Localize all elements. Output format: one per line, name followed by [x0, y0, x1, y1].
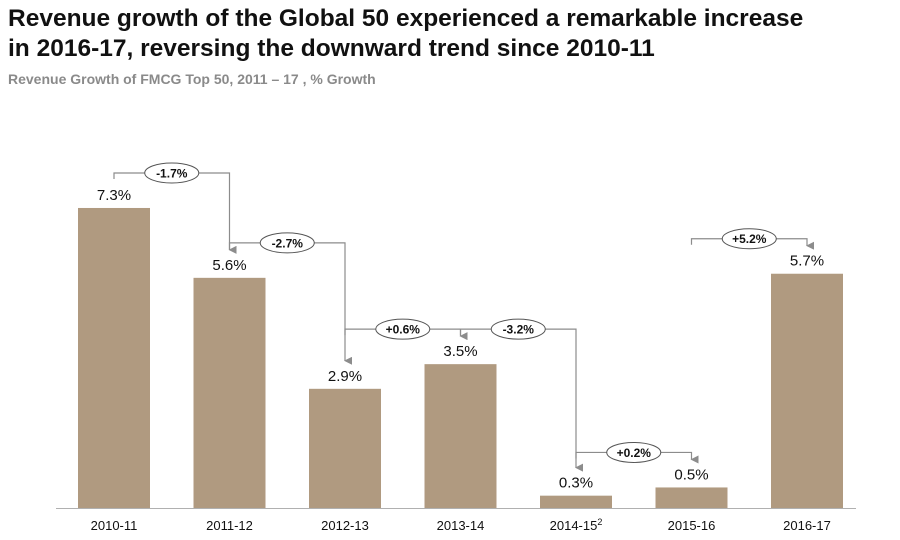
- x-tick-label: 2011-12: [206, 518, 253, 533]
- chart-subtitle: Revenue Growth of FMCG Top 50, 2011 – 17…: [8, 71, 376, 87]
- value-label: 5.6%: [212, 257, 246, 274]
- x-tick-label: 2012-13: [321, 518, 369, 533]
- x-tick-label: 2015-16: [668, 518, 716, 533]
- value-label: 5.7%: [790, 253, 824, 270]
- value-label: 0.5%: [674, 466, 708, 483]
- chart-title: Revenue growth of the Global 50 experien…: [8, 4, 898, 64]
- change-label: -2.7%: [272, 236, 304, 250]
- x-tick-label: 2014-152: [550, 517, 603, 533]
- bar-2010-11: [78, 207, 150, 508]
- bar-2015-16: [655, 487, 728, 508]
- change-badge: [606, 441, 662, 463]
- change-label: -3.2%: [503, 323, 535, 337]
- change-label: +5.2%: [732, 232, 767, 246]
- change-badge: [144, 162, 200, 184]
- x-tick-label: 2016-17: [783, 518, 831, 533]
- chart-title-line-2: in 2016-17, reversing the downward trend…: [8, 35, 655, 62]
- x-tick-label: 2013-14: [437, 518, 485, 533]
- change-label: -1.7%: [156, 166, 188, 180]
- value-label: 0.3%: [559, 475, 593, 492]
- value-label: 3.5%: [443, 343, 477, 360]
- change-label: +0.2%: [617, 446, 652, 460]
- change-badge: [721, 228, 777, 250]
- x-tick-label: 2010-11: [91, 518, 138, 533]
- change-badge: [375, 318, 431, 340]
- change-label: +0.6%: [386, 323, 421, 337]
- bar-2016-17: [771, 273, 843, 508]
- change-badge: [490, 318, 546, 340]
- change-badge: [259, 232, 315, 254]
- value-label: 7.3%: [97, 187, 131, 204]
- bar-2013-14: [424, 364, 497, 508]
- bar-2011-12: [193, 277, 266, 508]
- value-label: 2.9%: [328, 368, 362, 385]
- bar-2014-15: [540, 495, 612, 508]
- chart-title-line-1: Revenue growth of the Global 50 experien…: [8, 5, 804, 32]
- bar-2012-13: [309, 388, 381, 508]
